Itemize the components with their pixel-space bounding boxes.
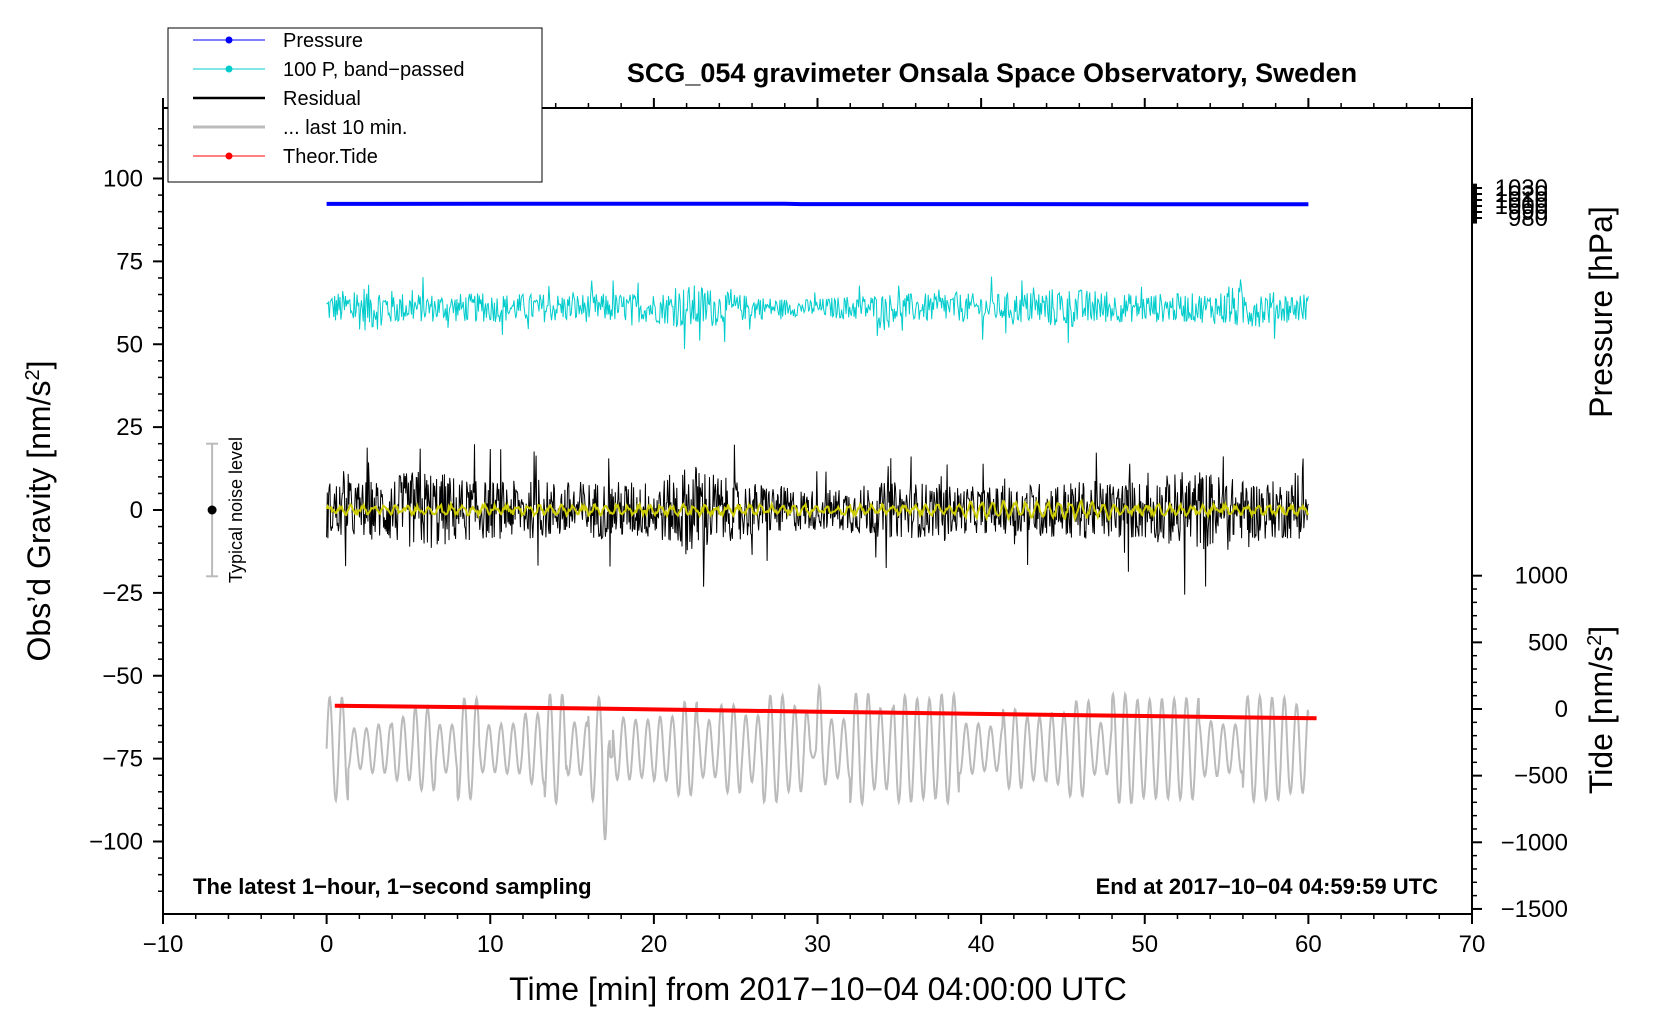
legend-label: Residual bbox=[283, 88, 361, 110]
legend-label: Theor.Tide bbox=[283, 146, 378, 168]
x-tick-label: 10 bbox=[477, 931, 504, 958]
y-tick-label: 25 bbox=[116, 414, 143, 441]
noise-level-label: Typical noise level bbox=[226, 437, 246, 583]
y-axis-tide-title: Tide [nm/s2] bbox=[1583, 626, 1619, 794]
tide-tick-label: 0 bbox=[1555, 696, 1568, 723]
pressure-tick-label: 1020 bbox=[1495, 181, 1548, 208]
residual-smoothed-line bbox=[325, 498, 1310, 523]
y-tick-label: 100 bbox=[103, 166, 143, 193]
band-passed-line bbox=[326, 276, 1309, 350]
pressure-tick-label: 990 bbox=[1508, 199, 1548, 226]
noise-level-indicator: Typical noise level bbox=[206, 437, 246, 583]
legend-marker bbox=[225, 65, 233, 73]
series-last-10-min bbox=[325, 682, 1310, 841]
x-tick-label: 0 bbox=[320, 931, 333, 958]
y-tick-label: 50 bbox=[116, 331, 143, 358]
tide-tick-label: −1000 bbox=[1501, 829, 1568, 856]
tide-line bbox=[334, 703, 1317, 721]
y-tick-label: −25 bbox=[102, 580, 143, 607]
y-axis-tide-ticks: −1500 −1000 −500 0 500 1000 bbox=[1472, 563, 1568, 923]
legend: Pressure 100 P, band−passed Residual ... la… bbox=[167, 27, 543, 183]
last-10-min-line bbox=[325, 682, 1310, 841]
x-tick-label: 30 bbox=[804, 931, 831, 958]
legend-label: 100 P, band−passed bbox=[283, 59, 464, 81]
pressure-tick-label: 1030 bbox=[1495, 175, 1548, 202]
y-tick-label: −100 bbox=[89, 829, 143, 856]
legend-marker bbox=[225, 36, 233, 44]
chart-title: SCG_054 gravimeter Onsala Space Observat… bbox=[627, 58, 1357, 88]
pressure-tick-label: 1010 bbox=[1495, 187, 1548, 214]
series-residual-smoothed bbox=[325, 498, 1310, 523]
tide-tick-label: 500 bbox=[1528, 629, 1568, 656]
x-tick-label: −10 bbox=[143, 931, 184, 958]
x-tick-label: 60 bbox=[1295, 931, 1322, 958]
residual-line bbox=[326, 444, 1309, 595]
series-theor-tide bbox=[334, 703, 1317, 721]
annotation-sampling: The latest 1−hour, 1−second sampling bbox=[193, 874, 592, 899]
tide-tick-label: −1500 bbox=[1501, 896, 1568, 923]
x-tick-label: 40 bbox=[968, 931, 995, 958]
pressure-tick-label: 1000 bbox=[1495, 193, 1548, 220]
legend-label: Pressure bbox=[283, 30, 363, 52]
y-tick-label: 75 bbox=[116, 248, 143, 275]
tide-tick-label: −500 bbox=[1514, 763, 1568, 790]
series-band-passed-pressure bbox=[326, 276, 1309, 350]
y-tick-label: 0 bbox=[130, 497, 143, 524]
x-tick-label: 20 bbox=[641, 931, 668, 958]
y-axis-left-title: Obs’d Gravity [nm/s2] bbox=[21, 361, 57, 662]
x-tick-label: 50 bbox=[1131, 931, 1158, 958]
series-residual bbox=[326, 444, 1309, 595]
y-axis-pressure-title: Pressure [hPa] bbox=[1583, 206, 1619, 418]
y-tick-label: −75 bbox=[102, 746, 143, 773]
x-tick-label: 70 bbox=[1459, 931, 1486, 958]
pressure-line bbox=[326, 201, 1309, 207]
y-tick-label: −50 bbox=[102, 663, 143, 690]
x-axis-title: Time [min] from 2017−10−04 04:00:00 UTC bbox=[509, 971, 1127, 1007]
y-axis-left-ticks: −100 −75 −50 −25 0 25 50 75 100 bbox=[89, 128, 163, 892]
tide-tick-label: 1000 bbox=[1515, 563, 1568, 590]
noise-bar-dot bbox=[207, 505, 217, 515]
legend-marker bbox=[225, 152, 233, 160]
pressure-tick-label: 980 bbox=[1508, 205, 1548, 232]
legend-label: ... last 10 min. bbox=[283, 117, 408, 139]
series-pressure bbox=[326, 201, 1309, 207]
annotation-end-time: End at 2017−10−04 04:59:59 UTC bbox=[1096, 874, 1439, 899]
